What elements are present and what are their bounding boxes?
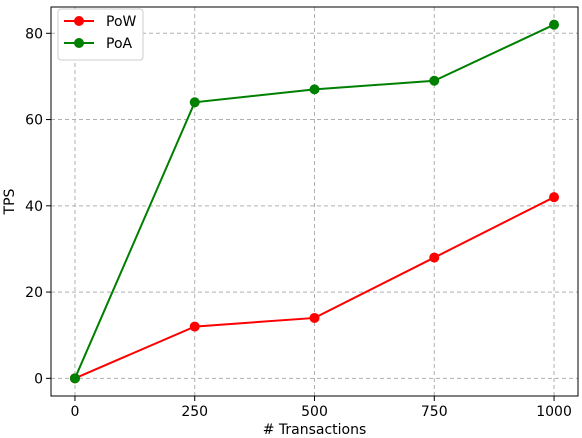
x-tick-label: 1000 [536, 404, 572, 420]
data-point-pow [309, 312, 320, 323]
data-point-poa [69, 373, 80, 384]
y-tick-label: 60 [25, 113, 43, 129]
legend: PoW PoA [57, 8, 144, 61]
series-group [69, 19, 560, 384]
data-point-poa [429, 75, 440, 86]
y-tick-label: 0 [34, 371, 43, 387]
y-tick-label: 80 [25, 26, 43, 42]
legend-label-poa: PoA [106, 36, 133, 52]
data-point-pow [549, 192, 560, 203]
data-point-poa [189, 97, 200, 108]
legend-marker-poa [74, 38, 84, 48]
data-point-poa [309, 84, 320, 95]
y-tick-label: 20 [25, 285, 43, 301]
y-tick-label: 40 [25, 199, 43, 215]
data-point-poa [549, 19, 560, 30]
data-point-pow [429, 252, 440, 263]
y-axis-label: TPS [2, 188, 18, 215]
x-tick-label: 250 [181, 404, 208, 420]
data-point-pow [189, 321, 200, 332]
legend-marker-pow [74, 16, 84, 26]
x-tick-label: 500 [301, 404, 328, 420]
axis-ticks: 0 250 500 750 1000 0 20 40 60 80 [25, 26, 572, 420]
x-tick-label: 0 [70, 404, 79, 420]
x-tick-label: 750 [421, 404, 448, 420]
legend-label-pow: PoW [106, 14, 137, 30]
x-axis-label: # Transactions [263, 422, 367, 438]
